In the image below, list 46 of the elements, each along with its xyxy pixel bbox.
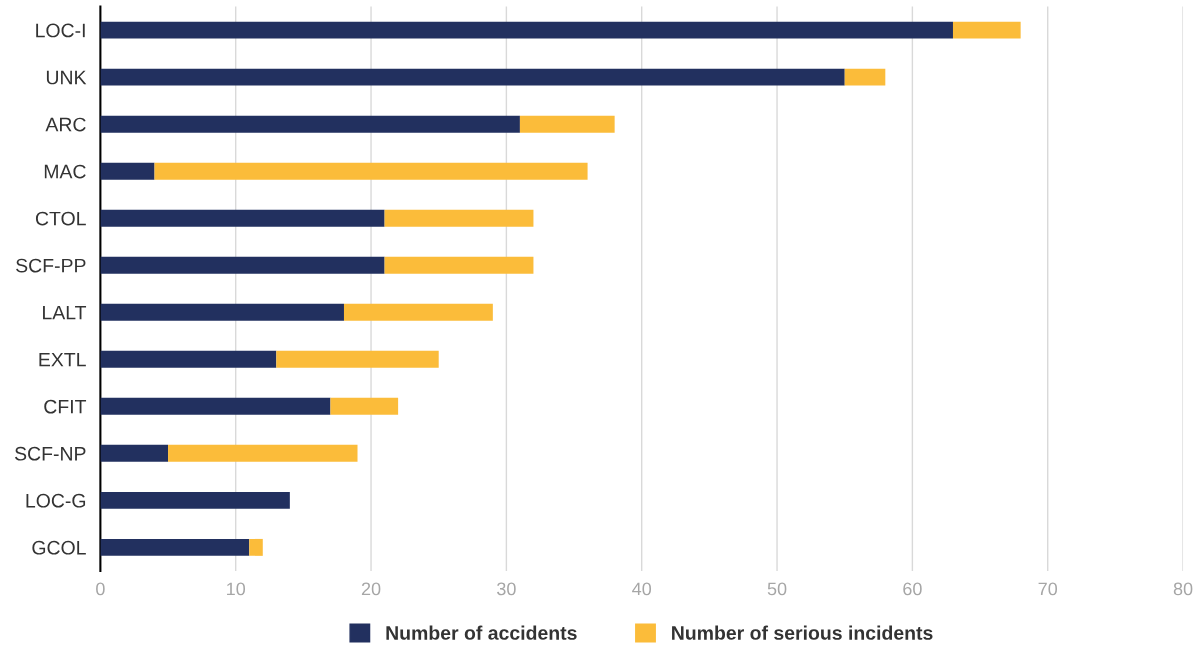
legend-label: Number of accidents [386, 625, 577, 640]
y-tick-label: SCF-PP [16, 258, 86, 273]
y-tick-label: LOC-I [36, 23, 85, 38]
x-tick-label: 40 [632, 582, 652, 596]
x-tick-label: 80 [1173, 582, 1193, 596]
bar [100, 303, 344, 321]
bar [384, 209, 534, 227]
legend-label: Number of serious incidents [672, 625, 933, 640]
y-tick-label: LALT [43, 305, 87, 320]
bar [100, 256, 385, 274]
bar [100, 162, 155, 180]
x-tick-label: 30 [497, 582, 516, 596]
bar [100, 397, 331, 415]
x-tick-label: 0 [96, 582, 105, 596]
y-tick-label: UNK [46, 70, 87, 85]
x-tick-label: 20 [361, 582, 381, 596]
y-tick-label: SCF-NP [15, 446, 86, 461]
y-tick-label: EXTL [39, 352, 86, 367]
bar [276, 350, 439, 368]
bar [100, 444, 169, 462]
x-tick-label: 70 [1038, 582, 1058, 596]
bar [952, 21, 1021, 39]
bar [100, 538, 250, 556]
bar [330, 397, 399, 415]
bar [100, 350, 277, 368]
bar [168, 444, 358, 462]
x-tick-label: 10 [227, 582, 246, 596]
y-tick-label: MAC [44, 164, 86, 179]
bar [519, 115, 615, 133]
y-tick-label: LOC-G [26, 493, 86, 508]
y-tick-label: CFIT [44, 399, 87, 414]
bar [100, 209, 385, 227]
bar [100, 68, 845, 86]
y-tick-label: CTOL [35, 211, 86, 226]
y-tick-label: ARC [45, 117, 86, 132]
bar [100, 115, 520, 133]
bar [844, 68, 886, 86]
bar [343, 303, 493, 321]
bar [384, 256, 534, 274]
bar [100, 491, 290, 509]
bar [154, 162, 588, 180]
y-tick-label: GCOL [32, 540, 86, 555]
x-tick-label: 60 [903, 582, 922, 596]
x-tick-label: 50 [767, 582, 787, 596]
bar [100, 21, 953, 39]
bar [249, 538, 263, 556]
